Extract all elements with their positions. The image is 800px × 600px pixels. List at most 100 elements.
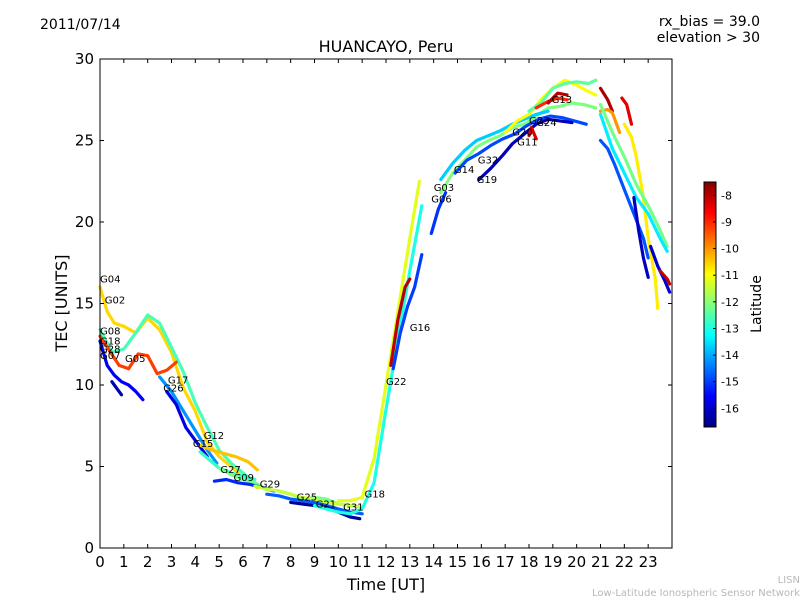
filter-info: rx_bias = 39.0 elevation > 30 [657,14,760,46]
satellite-label-g11: G11 [517,137,537,148]
x-tick-label: 0 [95,553,105,571]
satellite-label-g06: G06 [431,194,451,205]
colorbar-tick-label: -13 [721,322,739,335]
colorbar-tick-label: -10 [721,243,739,256]
satellite-label-g17: G17 [168,375,188,386]
x-tick-label: 8 [286,553,296,571]
x-tick-label: 10 [329,553,348,571]
x-tick-label: 12 [376,553,395,571]
x-tick-label: 9 [310,553,320,571]
date-label: 2011/07/14 [40,17,121,33]
elevation-label: elevation > 30 [656,30,760,46]
colorbar-tick-label: -11 [721,269,739,282]
x-tick-label: 16 [472,553,491,571]
satellite-label-g26: G26 [163,384,183,395]
x-tick-label: 23 [639,553,658,571]
chart-title: HUANCAYO, Peru [319,37,454,56]
series-line-16 [336,179,421,503]
series-line-33 [598,103,669,248]
colorbar-tick-label: -16 [721,402,739,415]
y-tick-label: 25 [75,132,94,150]
series-line-18 [391,253,424,371]
x-tick-label: 2 [143,553,153,571]
satellite-label-g03: G03 [434,183,454,194]
satellite-label-g23: G23 [529,116,549,127]
satellite-label-g19: G19 [477,175,497,186]
footer-lisn: LISN [777,575,800,586]
series-line-31 [620,96,634,126]
satellite-label-g08: G08 [100,327,120,338]
plot-frame [99,58,673,549]
series-line-21 [439,109,550,182]
series-line-34 [598,112,669,253]
series-line-3 [98,334,178,376]
series-line-13 [265,492,364,516]
series-line-23 [477,117,574,182]
satellite-label-g09: G09 [234,473,254,484]
series-line-35 [598,138,650,260]
x-tick-label: 7 [262,553,272,571]
satellite-label-g21: G21 [316,499,336,510]
colorbar-tick-label: -9 [721,216,732,229]
footer-network: Low-Latitude Ionospheric Sensor Network [592,588,800,599]
satellite-label-g16: G16 [410,323,430,334]
series-line-38 [658,269,672,286]
colorbar: -8 -9 -10 -11 -12 -13 -14 -15 -16 Latitude [703,181,765,428]
y-tick-label: 15 [75,295,94,313]
series-line-12 [253,484,364,509]
x-tick-label: 6 [238,553,248,571]
y-axis: 0 5 10 15 20 25 30 [75,50,672,557]
x-tick-label: 20 [567,553,586,571]
x-tick-label: 3 [167,553,177,571]
colorbar-tick-label: -15 [721,376,739,389]
satellite-label-g31: G31 [343,503,363,514]
satellite-label-g12: G12 [204,431,224,442]
x-axis: 0 1 2 3 4 5 6 7 8 9 10 11 12 13 14 15 16 17 18 19 20 21 22 23 [95,59,658,571]
series-line-36 [632,196,650,279]
y-tick-label: 30 [75,50,94,68]
series-line-6 [158,375,219,465]
satellite-label-g02: G02 [105,296,125,307]
series-line-29 [598,86,614,113]
satellite-label-g25: G25 [297,493,317,504]
satellite-label-g24: G24 [536,118,556,129]
x-axis-label: Time [UT] [346,575,425,594]
colorbar-tick-label: -14 [721,349,739,362]
colorbar-tick-label: -8 [721,189,732,202]
satellite-label-g32: G32 [478,155,498,166]
series-line-2 [98,313,257,485]
series-line-19 [429,191,448,235]
colorbar-ticks: -8 -9 -10 -11 -12 -13 -14 -15 -16 [713,189,739,415]
x-tick-label: 22 [615,553,634,571]
x-tick-label: 13 [400,553,419,571]
satellite-label-g18: G18 [365,490,385,501]
x-tick-label: 11 [353,553,372,571]
satellite-label-g27: G27 [220,465,240,476]
satellite-label-g15: G15 [193,439,213,450]
satellite-label-g20: G20 [512,128,532,139]
x-tick-label: 21 [591,553,610,571]
satellite-label-g04: G04 [100,274,120,285]
y-tick-label: 0 [84,539,94,557]
series-line-17 [389,277,412,367]
satellite-label-g14: G14 [454,165,474,176]
satellite-label-g18: G18 [100,336,120,347]
y-tick-label: 20 [75,213,94,231]
colorbar-tick-label: -12 [721,296,739,309]
data-series-layer [98,78,672,521]
series-line-15 [312,204,424,516]
x-tick-label: 1 [119,553,129,571]
satellite-label-g07: G07 [100,351,120,362]
y-axis-label: TEC [UNITS] [52,255,71,353]
series-line-27 [546,91,569,105]
series-line-25 [527,78,598,113]
series-line-1 [98,285,259,490]
series-line-8 [198,443,259,472]
series-line-28 [527,125,538,141]
x-tick-label: 15 [448,553,467,571]
satellite-label-g05: G05 [125,354,145,365]
x-tick-label: 14 [424,553,443,571]
satellite-label-g13: G13 [552,95,572,106]
